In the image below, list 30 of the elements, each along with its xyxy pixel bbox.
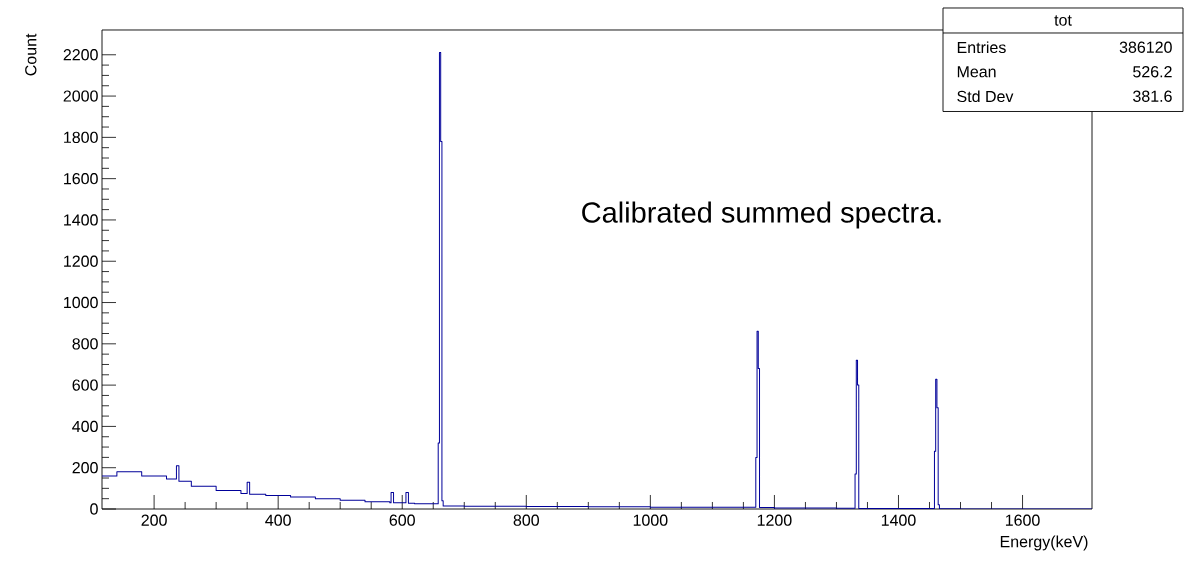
y-tick-label: 1800 xyxy=(64,131,98,144)
x-tick-label: 1400 xyxy=(881,514,916,526)
x-tick-label: 800 xyxy=(513,514,539,526)
text: tot xyxy=(1054,15,1072,26)
x-tick-label: 1600 xyxy=(1005,514,1040,526)
annotation: Std Dev xyxy=(957,90,1014,103)
x-tick-label: 400 xyxy=(265,514,291,526)
text: 386120 xyxy=(1119,41,1172,53)
annotation: Mean xyxy=(957,66,996,78)
y-tick-label: 200 xyxy=(72,462,98,474)
x-tick-label: 600 xyxy=(389,514,415,526)
text: 381.6 xyxy=(1133,90,1172,102)
text: 526.2 xyxy=(1133,66,1172,78)
y-tick-label: 600 xyxy=(72,379,98,391)
y-tick-label: 1400 xyxy=(64,214,98,226)
x-tick-label: 200 xyxy=(141,514,167,526)
annotation: Entries xyxy=(957,41,1006,54)
x-tick-label: 1000 xyxy=(633,514,668,526)
annotation: Calibrated summed spectra. xyxy=(582,201,941,229)
y-tick-label: 400 xyxy=(72,420,98,433)
y-axis-title: Count xyxy=(25,33,37,76)
y-tick-label: 0 xyxy=(90,503,98,515)
y-tick-label: 1200 xyxy=(64,255,98,267)
y-tick-label: 2000 xyxy=(63,90,98,102)
x-tick-label: 1200 xyxy=(757,514,792,526)
y-tick-label: 1600 xyxy=(64,172,98,185)
y-tick-label: 1000 xyxy=(64,296,98,309)
y-tick-label: 800 xyxy=(72,338,98,350)
y-tick-label: 2200 xyxy=(63,49,98,61)
x-axis-title: Energy(keV) xyxy=(1000,535,1088,551)
